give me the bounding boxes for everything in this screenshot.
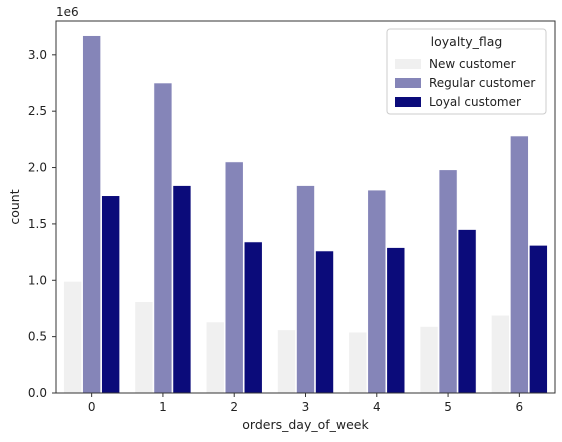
legend-swatch <box>395 78 421 88</box>
legend-entries: New customer Regular customer Loyal custom… <box>395 57 535 109</box>
bar-loyal-customer-day-1 <box>172 185 192 394</box>
y-tick-label: 0.0 <box>28 386 47 400</box>
bar-regular-customer-day-2 <box>224 161 244 394</box>
y-axis: 0.0 0.5 1.0 1.5 2.0 2.5 3.0 <box>28 48 56 400</box>
bar-loyal-customer-day-2 <box>243 241 263 394</box>
bar-new-customer-day-5 <box>419 326 439 394</box>
y-tick-label: 0.5 <box>28 330 47 344</box>
bar-new-customer-day-4 <box>348 331 368 394</box>
x-tick-label: 0 <box>88 400 96 414</box>
x-tick-label: 1 <box>159 400 167 414</box>
x-tick-label: 3 <box>302 400 310 414</box>
y-tick-label: 3.0 <box>28 48 47 62</box>
bar-regular-customer-day-3 <box>296 185 315 394</box>
legend-title: loyalty_flag <box>431 34 503 49</box>
x-tick-label: 5 <box>444 400 452 414</box>
y-tick-label: 2.0 <box>28 161 47 175</box>
bar-regular-customer-day-0 <box>82 35 101 394</box>
bar-new-customer-day-2 <box>205 321 225 394</box>
bar-loyal-customer-day-5 <box>457 229 477 394</box>
bar-loyal-customer-day-6 <box>529 245 548 394</box>
legend-box <box>386 28 547 115</box>
bar-regular-customer-day-5 <box>438 169 458 394</box>
bar-loyal-customer-day-4 <box>386 247 406 394</box>
x-tick-label: 6 <box>516 400 524 414</box>
legend-label: Regular customer <box>429 76 535 90</box>
x-tick-label: 2 <box>230 400 238 414</box>
y-offset-text: 1e6 <box>56 5 79 19</box>
x-tick-label: 4 <box>373 400 381 414</box>
y-tick-label: 2.5 <box>28 104 47 118</box>
bar-new-customer-day-6 <box>491 314 510 394</box>
bar-loyal-customer-day-0 <box>101 195 120 394</box>
legend-label: Loyal customer <box>429 95 521 109</box>
legend: loyalty_flag New customer Regular custome… <box>386 28 547 115</box>
bar-regular-customer-day-6 <box>510 135 529 394</box>
bar-new-customer-day-0 <box>63 281 82 394</box>
legend-swatch <box>395 97 421 107</box>
legend-swatch <box>395 59 421 69</box>
x-axis-label: orders_day_of_week <box>242 417 369 432</box>
bar-regular-customer-day-1 <box>153 82 173 394</box>
y-tick-label: 1.0 <box>28 273 47 287</box>
bars-group <box>63 35 548 394</box>
legend-label: New customer <box>429 57 516 71</box>
x-axis: 0 1 2 3 4 5 6 <box>88 393 523 414</box>
bar-new-customer-day-1 <box>134 301 154 394</box>
y-axis-label: count <box>7 189 22 224</box>
bar-regular-customer-day-4 <box>367 189 387 394</box>
plot-frame <box>55 20 556 394</box>
bar-loyal-customer-day-3 <box>315 250 334 394</box>
bar-new-customer-day-3 <box>277 329 296 394</box>
y-tick-label: 1.5 <box>28 217 47 231</box>
